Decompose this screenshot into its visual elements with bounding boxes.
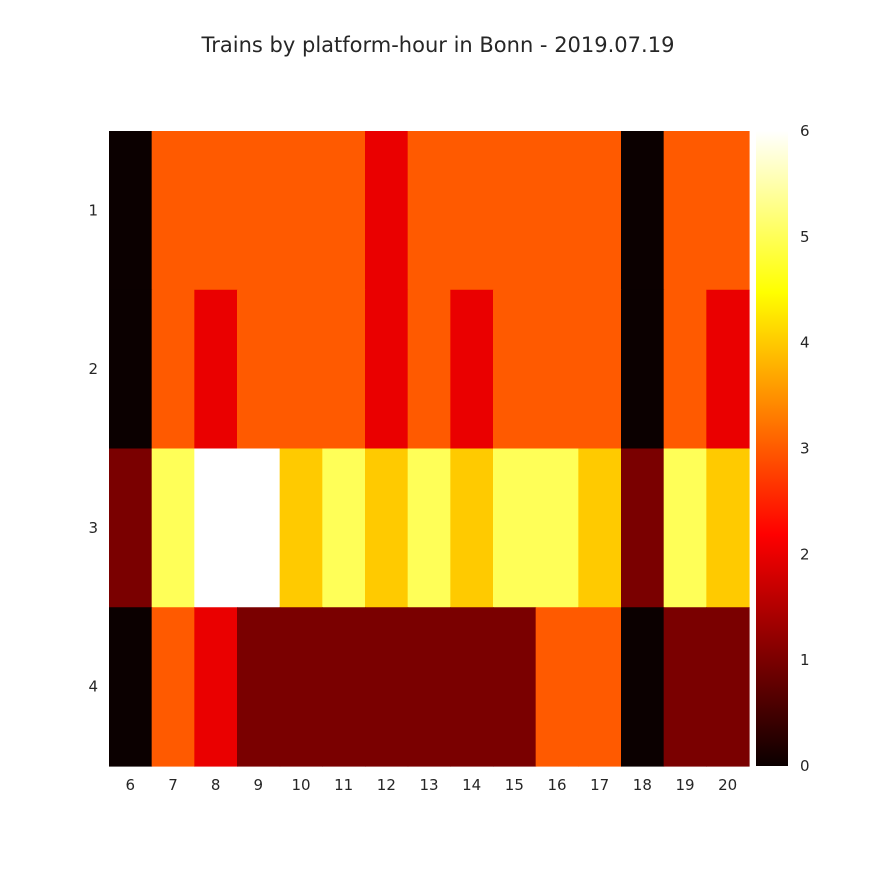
chart-title: Trains by platform-hour in Bonn - 2019.0… [201,33,675,57]
heatmap-cell [706,289,750,450]
x-tick-label: 18 [633,776,652,794]
heatmap-cell [407,448,451,608]
heatmap-cell [194,448,238,608]
heatmap-cell [322,607,366,767]
heatmap-cell [279,289,323,450]
colorbar-tick-label: 0 [800,757,810,775]
heatmap-cell [578,448,622,608]
heatmap-cell [706,448,750,608]
heatmap-cell [151,448,195,608]
heatmap-cell [493,607,537,767]
heatmap-cell [109,289,153,450]
heatmap-cell [194,607,238,767]
x-tick-label: 11 [334,776,353,794]
heatmap-cell [450,131,494,291]
heatmap-cell [663,607,707,767]
x-tick-label: 7 [168,776,178,794]
heatmap-cell [151,607,195,767]
colorbar-tick-label: 3 [800,440,810,458]
heatmap-cell [151,289,195,450]
heatmap-cell [109,607,153,767]
x-tick-label: 8 [211,776,221,794]
colorbar-tick-label: 6 [800,122,810,140]
heatmap-cell [621,289,665,450]
heatmap-cell [237,607,281,767]
heatmap-cell [706,131,750,291]
heatmap-cell [237,289,281,450]
heatmap-cell [365,607,409,767]
x-axis-ticks: 6 7 8 9 10 11 12 13 14 15 16 17 18 19 20 [126,776,738,794]
x-tick-label: 10 [291,776,310,794]
heatmap-cell [450,289,494,450]
heatmap-cell [237,131,281,291]
heatmap-cell [578,607,622,767]
heatmap-cell [535,289,579,450]
heatmap-cell [365,131,409,291]
heatmap-cell [663,289,707,450]
colorbar [756,131,788,766]
heatmap-cell [322,289,366,450]
heatmap-cell [621,448,665,608]
heatmap-cell [578,289,622,450]
heatmap-cell [279,607,323,767]
x-tick-label: 9 [254,776,264,794]
y-tick-label: 4 [88,678,98,696]
colorbar-tick-label: 4 [800,334,810,352]
heatmap-cell [578,131,622,291]
heatmap-cell [322,448,366,608]
heatmap-cell [365,448,409,608]
heatmap-cell [663,131,707,291]
y-axis-ticks: 1 2 3 4 [88,201,98,695]
heatmap-cell [407,607,451,767]
heatmap-cell [407,289,451,450]
heatmap-cell [535,131,579,291]
x-tick-label: 14 [462,776,481,794]
heatmap-cell [279,448,323,608]
y-tick-label: 3 [88,519,98,537]
colorbar-tick-label: 2 [800,545,810,563]
x-tick-label: 13 [419,776,438,794]
heatmap-cell [109,448,153,608]
heatmap-cell [322,131,366,291]
heatmap-cell [151,131,195,291]
heatmap-cells [109,131,750,767]
heatmap-cell [194,289,238,450]
heatmap-cell [493,131,537,291]
heatmap-cell [365,289,409,450]
y-tick-label: 2 [88,360,98,378]
heatmap-cell [493,289,537,450]
heatmap-cell [493,448,537,608]
heatmap-cell [663,448,707,608]
heatmap-cell [706,607,750,767]
y-tick-label: 1 [88,201,98,219]
x-tick-label: 17 [590,776,609,794]
heatmap-cell [194,131,238,291]
x-tick-label: 6 [126,776,136,794]
x-tick-label: 20 [718,776,737,794]
heatmap-cell [450,448,494,608]
heatmap-cell [621,607,665,767]
x-tick-label: 19 [675,776,694,794]
heatmap-cell [407,131,451,291]
colorbar-tick-label: 1 [800,651,810,669]
heatmap-cell [450,607,494,767]
colorbar-tick-label: 5 [800,228,810,246]
colorbar-ticks: 0 1 2 3 4 5 6 [800,122,810,775]
heatmap-cell [109,131,153,291]
x-tick-label: 16 [547,776,566,794]
heatmap-cell [237,448,281,608]
x-tick-label: 15 [505,776,524,794]
heatmap-cell [535,607,579,767]
heatmap-cell [279,131,323,291]
heatmap-cell [621,131,665,291]
heatmap-cell [535,448,579,608]
x-tick-label: 12 [377,776,396,794]
